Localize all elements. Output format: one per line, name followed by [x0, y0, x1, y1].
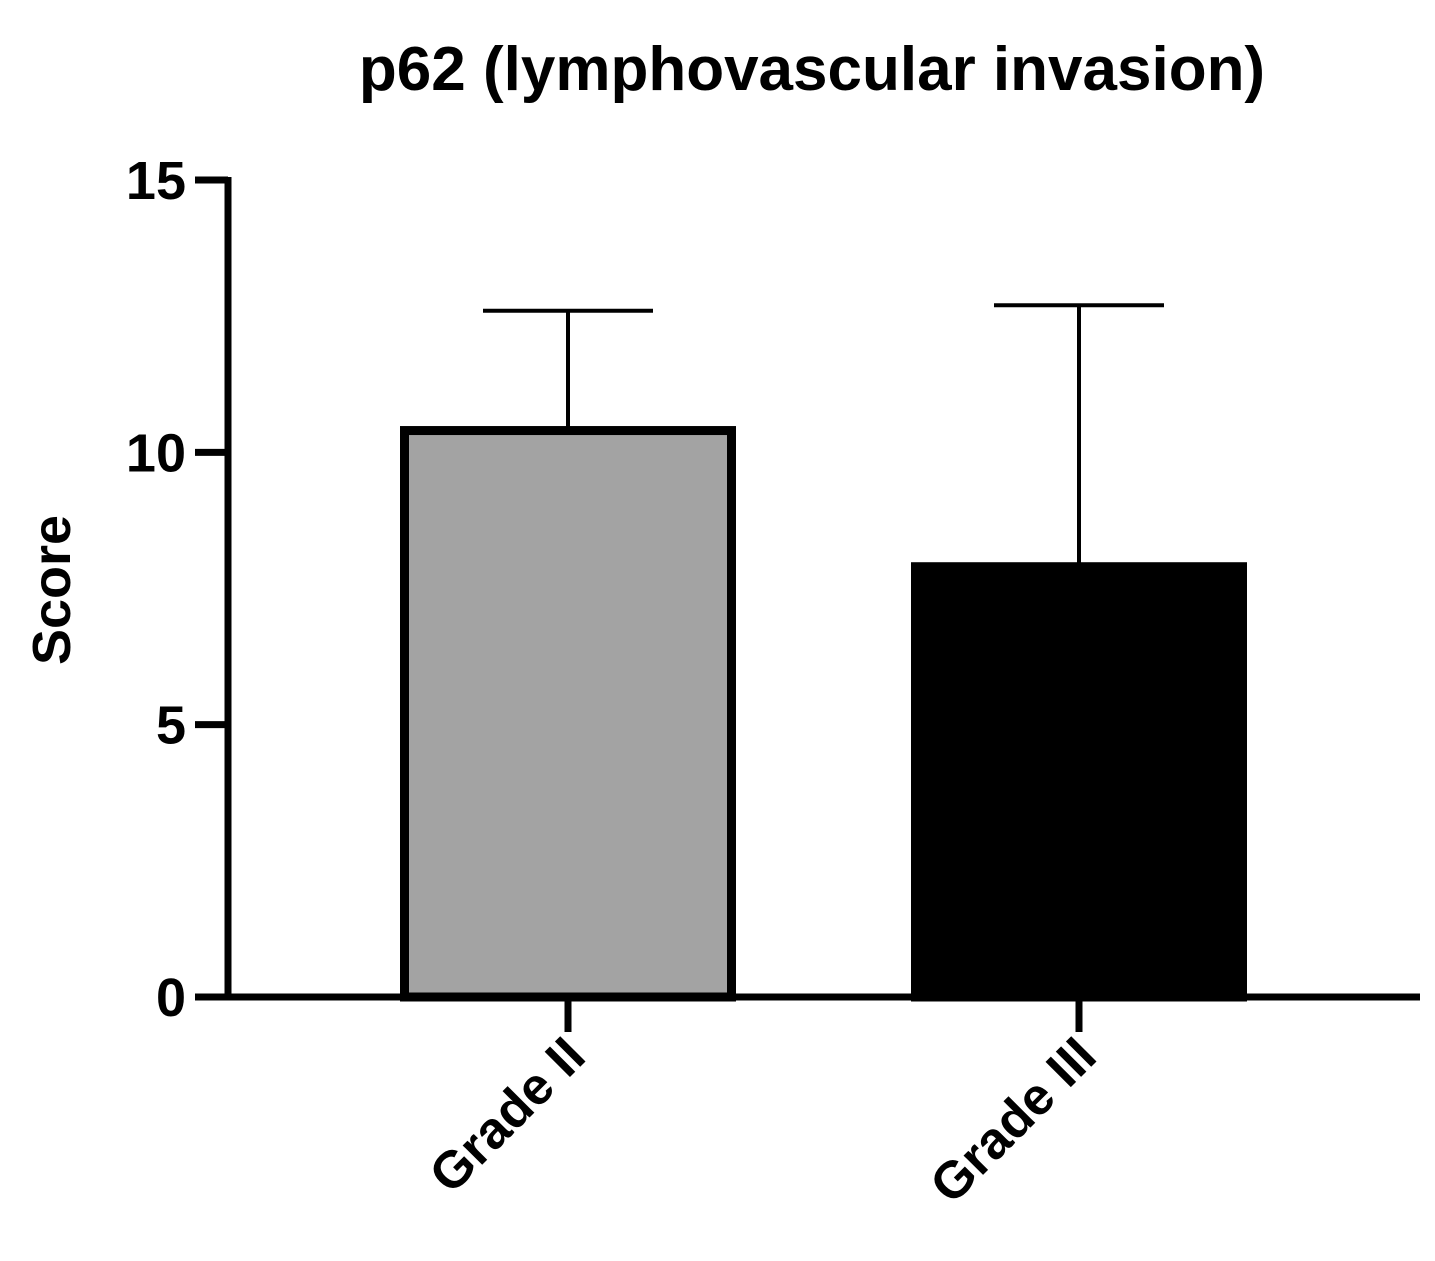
y-tick-label: 15	[126, 151, 186, 211]
axes-layer	[224, 177, 1420, 1001]
bar	[911, 562, 1247, 1002]
y-axis-label: Score	[22, 515, 82, 665]
y-tick-label: 10	[126, 423, 186, 483]
error-bars-layer	[483, 303, 1164, 567]
chart-title: p62 (lymphovascular invasion)	[359, 35, 1265, 104]
y-tick-label: 5	[156, 696, 186, 756]
y-tick-label: 0	[156, 968, 186, 1028]
y-ticks-layer: 0 5 10 15	[126, 151, 228, 1028]
x-tick-label: Grade III	[919, 1026, 1107, 1214]
x-ticks-layer: Grade II Grade III	[419, 997, 1107, 1215]
bars-layer	[400, 426, 1247, 1002]
x-tick-label: Grade II	[419, 1026, 597, 1204]
bar	[400, 426, 736, 1002]
